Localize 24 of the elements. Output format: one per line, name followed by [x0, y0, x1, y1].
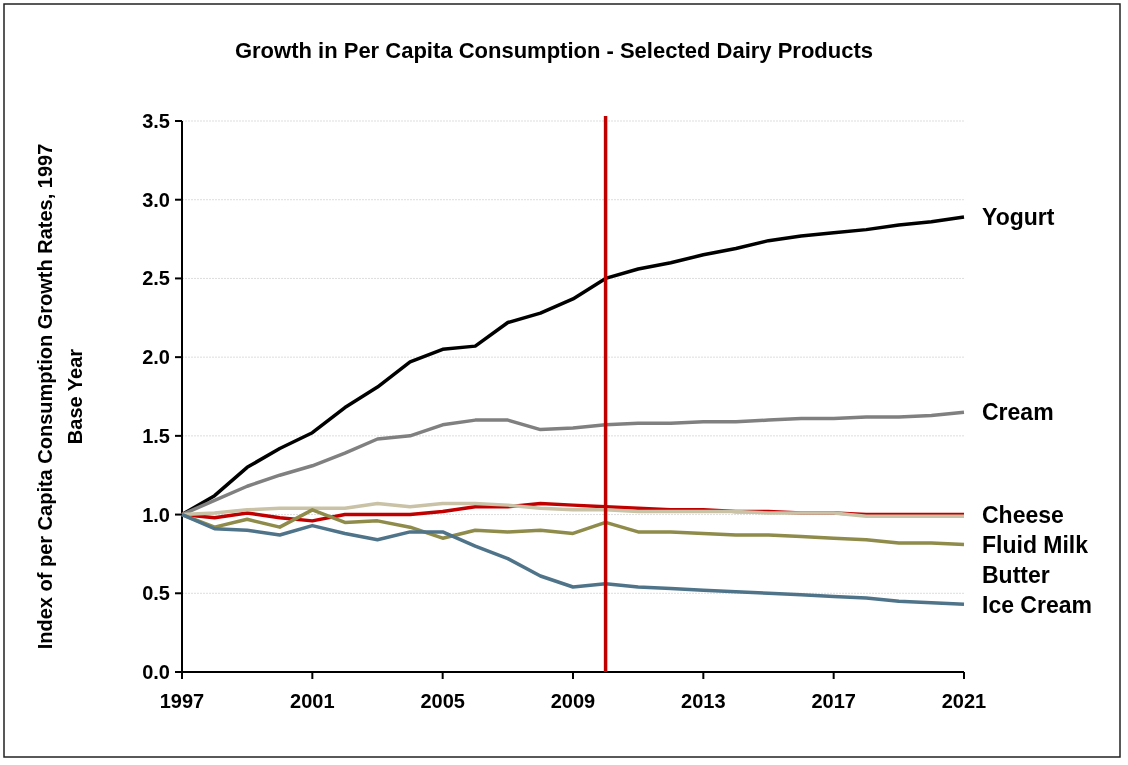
x-tick-label: 2017 — [811, 690, 856, 712]
y-tick-label: 0.0 — [142, 661, 170, 683]
y-tick-label: 2.0 — [142, 346, 170, 369]
y-tick-label: 0.5 — [142, 582, 170, 605]
series-label: Butter — [982, 561, 1050, 588]
x-tick-label: 2001 — [290, 690, 335, 712]
y-tick-label: 1.5 — [142, 424, 170, 447]
y-tick-label: 3.5 — [142, 110, 170, 132]
y-tick-label: 3.0 — [142, 188, 170, 211]
x-tick-label: 1997 — [159, 690, 205, 712]
series-label: Yogurt — [982, 204, 1055, 231]
x-tick-label: 2013 — [681, 690, 726, 712]
y-tick-label: 2.5 — [142, 267, 170, 290]
series-label: Ice Cream — [982, 591, 1092, 618]
x-tick-label: 2005 — [420, 690, 465, 712]
y-tick-label: 1.0 — [142, 503, 170, 526]
series-label: Fluid Milk — [982, 531, 1089, 558]
series-label: Cheese — [982, 501, 1064, 528]
series-label: Cream — [982, 399, 1054, 426]
y-axis-title: Index of per Capita Consumption Growth Rates, 1997 Base Year — [34, 143, 86, 650]
x-tick-label: 2021 — [941, 690, 987, 712]
line-series — [180, 512, 966, 607]
x-tick-label: 2009 — [550, 690, 596, 712]
chart-title: Growth in Per Capita Consumption - Selected Dairy Products — [234, 38, 874, 63]
